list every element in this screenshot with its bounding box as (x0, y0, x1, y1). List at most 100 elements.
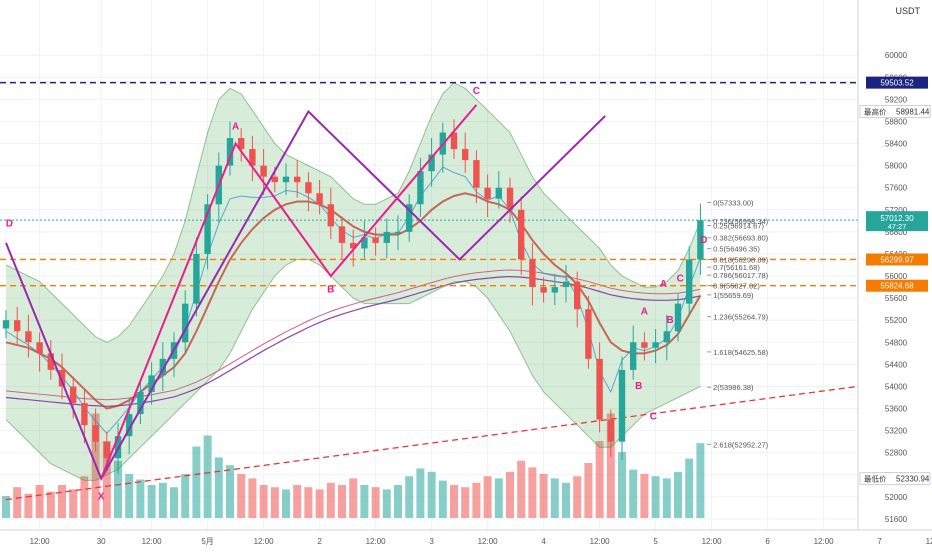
x-tick-label: 7 (877, 537, 882, 546)
fib-label: 1.236(55264.79) (713, 313, 769, 322)
y-tick-label: 53600 (885, 405, 908, 414)
y-tick-label: 57600 (885, 184, 908, 193)
pattern-label: B (635, 381, 642, 392)
x-tick-label: 12:00 (478, 537, 499, 546)
candle-body (126, 414, 133, 437)
x-tick-label: 12:00 (254, 537, 275, 546)
time-axis[interactable]: 12:00 30 12:00 5月 12:00 2 12:00 3 12:00 4 12:00 5 12… (30, 537, 932, 546)
volume-bar (573, 476, 582, 518)
candle-body (148, 375, 155, 392)
x-tick-label: 12:00 (142, 537, 163, 546)
candle-body (372, 237, 379, 243)
pattern-label: A (232, 122, 239, 133)
y-tick-label: 58000 (885, 162, 908, 171)
volume-bar (147, 485, 156, 518)
extreme-badge (859, 104, 931, 118)
candle-body (630, 342, 637, 370)
volume-bar (528, 467, 537, 518)
fib-label: 2(53986.38) (713, 383, 754, 392)
fib-label: 0.786(56017.78) (713, 271, 769, 280)
grid (0, 0, 881, 530)
candle-body (92, 425, 99, 442)
candle-body (674, 303, 682, 332)
y-tick-label: 53200 (885, 427, 908, 436)
volume-bar (102, 441, 111, 518)
volume-bar (293, 485, 302, 518)
volume-bar (494, 478, 503, 518)
pattern-label: B (667, 315, 674, 326)
y-tick-label: 58400 (885, 140, 908, 149)
volume-bar (483, 476, 492, 518)
candle-body (417, 171, 424, 205)
volume-bar (114, 460, 122, 518)
candle-body (36, 342, 43, 354)
volume-bar (181, 474, 190, 518)
volume-bar (35, 485, 44, 518)
y-tick-label: 55600 (885, 294, 908, 303)
volume-bar (606, 413, 615, 518)
pattern-label: A (660, 279, 667, 290)
candle-body (249, 149, 256, 166)
bollinger-fill (6, 82, 701, 481)
price-axis[interactable]: 5160052000524005280053200536005400054400… (859, 51, 931, 524)
candle-body (70, 386, 77, 404)
pattern-label: C (473, 86, 480, 97)
last-price-countdown: 47:27 (888, 222, 907, 231)
candle-body (562, 281, 570, 288)
volume-bar (214, 457, 223, 518)
volume-bar (651, 476, 660, 518)
y-tick-label: 60000 (885, 51, 908, 60)
volume-bar (618, 452, 626, 518)
y-tick-label: 51600 (885, 515, 908, 524)
volume-bar (338, 485, 346, 518)
candle-body (260, 165, 267, 177)
volume-bar (315, 489, 324, 518)
volume-bar (584, 463, 593, 518)
level-badge (866, 253, 928, 266)
volume-bar (226, 465, 234, 518)
volume-bar (360, 485, 369, 518)
level-badge-text: 59503.52 (880, 79, 914, 88)
y-tick-label: 56000 (885, 272, 908, 281)
volume-bar (2, 496, 10, 518)
volume-bar (405, 476, 414, 518)
volume-bar (259, 485, 268, 518)
bollinger-band (5, 82, 701, 481)
candle-body (529, 259, 536, 288)
bollinger-lower (5, 258, 701, 481)
candle-body (361, 237, 368, 249)
candle-body (473, 160, 480, 188)
pattern-xabcd-purple (5, 109, 606, 481)
candle-body (350, 242, 357, 249)
volume-bar (416, 468, 425, 518)
volume-bar (158, 482, 167, 518)
candle-body (394, 231, 402, 234)
x-tick-label: 12:00 (814, 537, 835, 546)
candle-body (484, 187, 491, 199)
fib-label: 0.9(55827.02) (713, 282, 760, 291)
x-tick-label: 12:00 (30, 537, 51, 546)
candle-body (462, 149, 469, 161)
volume-bar (237, 474, 246, 518)
fib-label: 0.618(56298.89) (713, 256, 769, 265)
y-tick-label: 58800 (885, 117, 908, 126)
volume-bar (24, 493, 33, 518)
candle-body (58, 369, 66, 387)
extreme-badge-title: 最高价 (864, 106, 887, 116)
volume-bar (662, 478, 671, 518)
fib-label: 0.7(56161.68) (713, 263, 760, 272)
y-tick-label: 56800 (885, 228, 908, 237)
x-tick-label: 12:00 (926, 537, 932, 546)
x-tick-label: 12:00 (366, 537, 387, 546)
volume-bar (696, 443, 705, 518)
volume-bar (270, 487, 279, 518)
extreme-badge-title: 最低价 (864, 474, 887, 484)
candle-body (25, 331, 32, 343)
y-tick-label: 52800 (885, 449, 908, 458)
x-tick-label: 6 (765, 537, 770, 546)
pattern-label: D (6, 218, 13, 229)
volume-bar (304, 487, 313, 518)
